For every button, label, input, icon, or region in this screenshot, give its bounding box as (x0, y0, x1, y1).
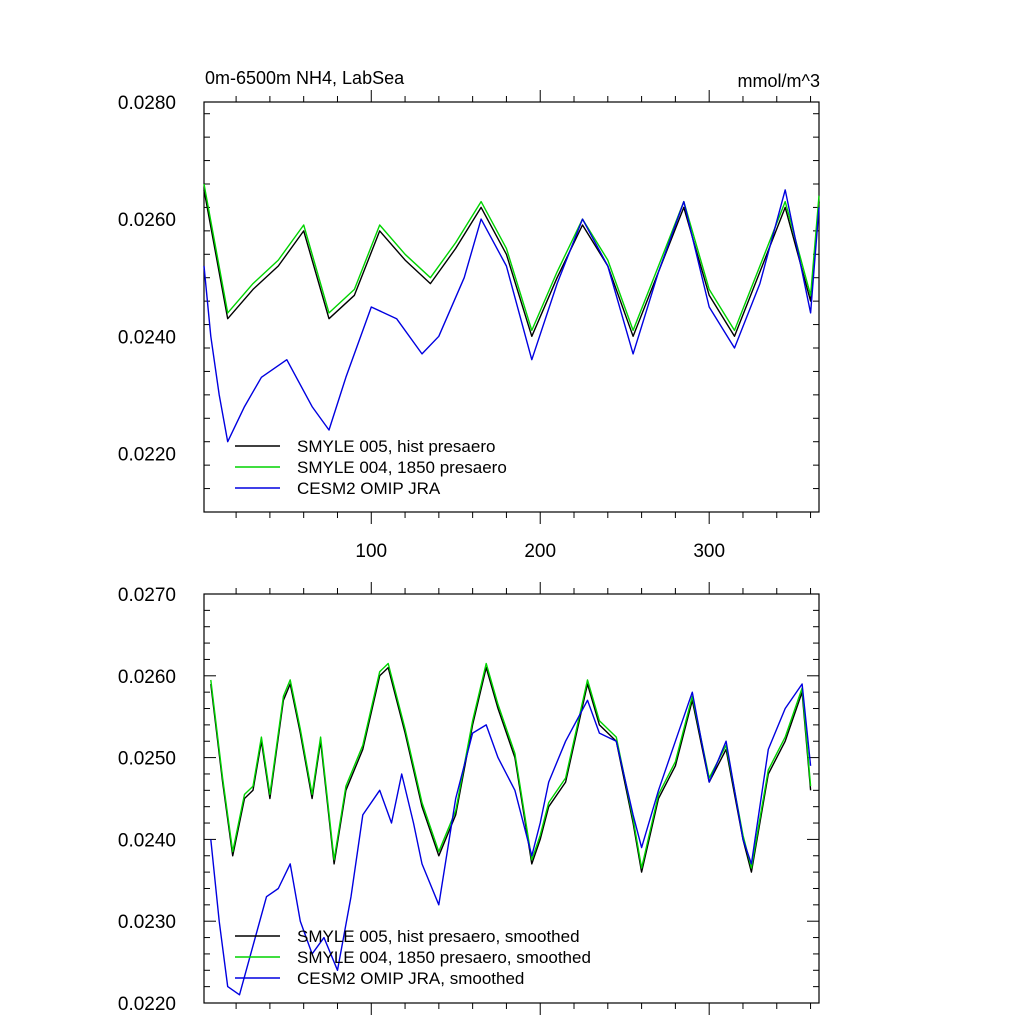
series-line-3 (210, 683, 812, 996)
legend-label-3: CESM2 OMIP JRA (297, 479, 441, 498)
y-tick-label: 0.0230 (118, 912, 176, 933)
x-tick-label: 100 (355, 541, 387, 562)
bottom-panel: 0.0220 0.0230 0.0240 0.0250 0.0260 0.0270 SMYL… (118, 582, 820, 1015)
x-tick-label: 300 (693, 541, 725, 562)
top-panel: 0.0220 0.0240 0.0260 0.0280 100 200 300 SMYLE 0… (118, 90, 820, 562)
legend-label-2: SMYLE 004, 1850 presaero, smoothed (297, 948, 591, 967)
y-tick-label: 0.0270 (118, 585, 176, 606)
y-tick-label: 0.0250 (118, 749, 176, 770)
y-tick-label: 0.0260 (118, 210, 176, 231)
legend-label-3: CESM2 OMIP JRA, smoothed (297, 969, 524, 988)
y-tick-label: 0.0280 (118, 93, 176, 114)
legend-label-1: SMYLE 005, hist presaero (297, 437, 495, 456)
chart-title: 0m-6500m NH4, LabSea (205, 68, 405, 88)
x-tick-label: 200 (524, 541, 556, 562)
y-tick-label: 0.0260 (118, 667, 176, 688)
legend-label-1: SMYLE 005, hist presaero, smoothed (297, 927, 580, 946)
y-tick-label: 0.0240 (118, 327, 176, 348)
series-line-3 (203, 189, 820, 443)
series-line-1 (203, 189, 820, 337)
plot-frame (203, 101, 820, 513)
chart-units: mmol/m^3 (738, 71, 820, 91)
y-tick-label: 0.0240 (118, 830, 176, 851)
y-tick-label: 0.0220 (118, 994, 176, 1015)
plot-frame (203, 593, 820, 1004)
series-line-2 (203, 183, 820, 332)
y-tick-label: 0.0220 (118, 444, 176, 465)
legend-label-2: SMYLE 004, 1850 presaero (297, 458, 507, 477)
